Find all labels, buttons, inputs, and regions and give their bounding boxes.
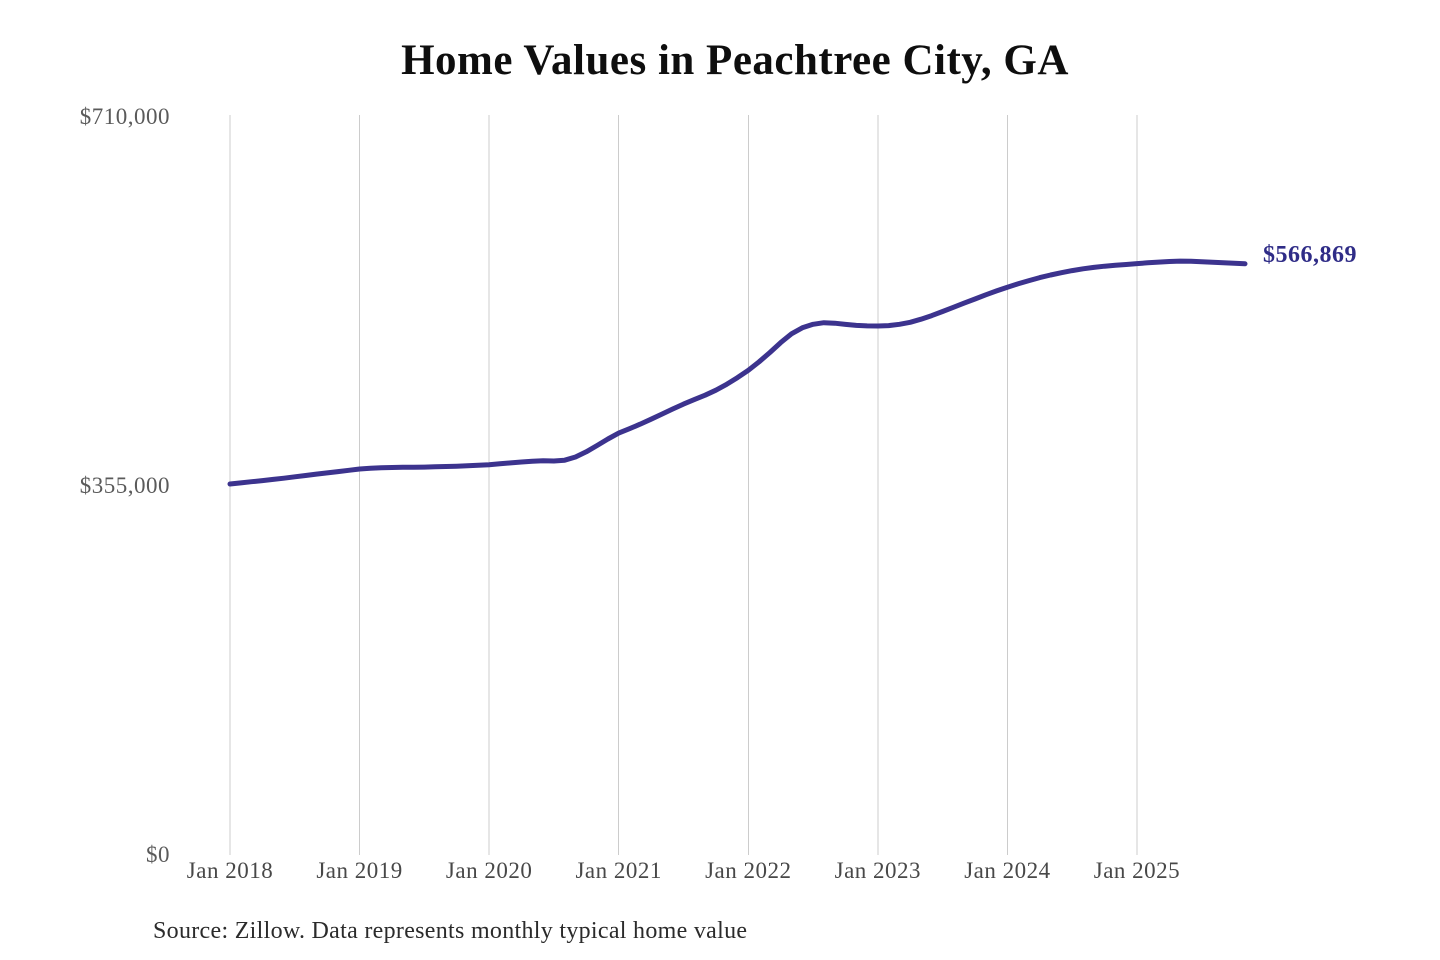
current-value-label: $566,869 — [1263, 242, 1357, 268]
x-tick-label: Jan 2024 — [964, 858, 1051, 883]
chart-title: Home Values in Peachtree City, GA — [401, 37, 1069, 84]
x-tick-label: Jan 2018 — [186, 858, 274, 883]
x-tick-label: Jan 2023 — [834, 858, 922, 883]
source-note: Source: Zillow. Data represents monthly … — [153, 918, 748, 944]
x-tick-label: Jan 2021 — [575, 858, 662, 883]
y-tick-label: $710,000 — [79, 103, 170, 129]
y-tick-label: $0 — [146, 841, 170, 867]
x-tick-label: Jan 2025 — [1093, 858, 1181, 883]
x-tick-label: Jan 2022 — [705, 858, 792, 883]
y-tick-label: $355,000 — [79, 472, 170, 498]
home-value-line — [227, 258, 1248, 487]
x-tick-label: Jan 2020 — [445, 858, 533, 883]
x-tick-label: Jan 2019 — [316, 858, 403, 883]
